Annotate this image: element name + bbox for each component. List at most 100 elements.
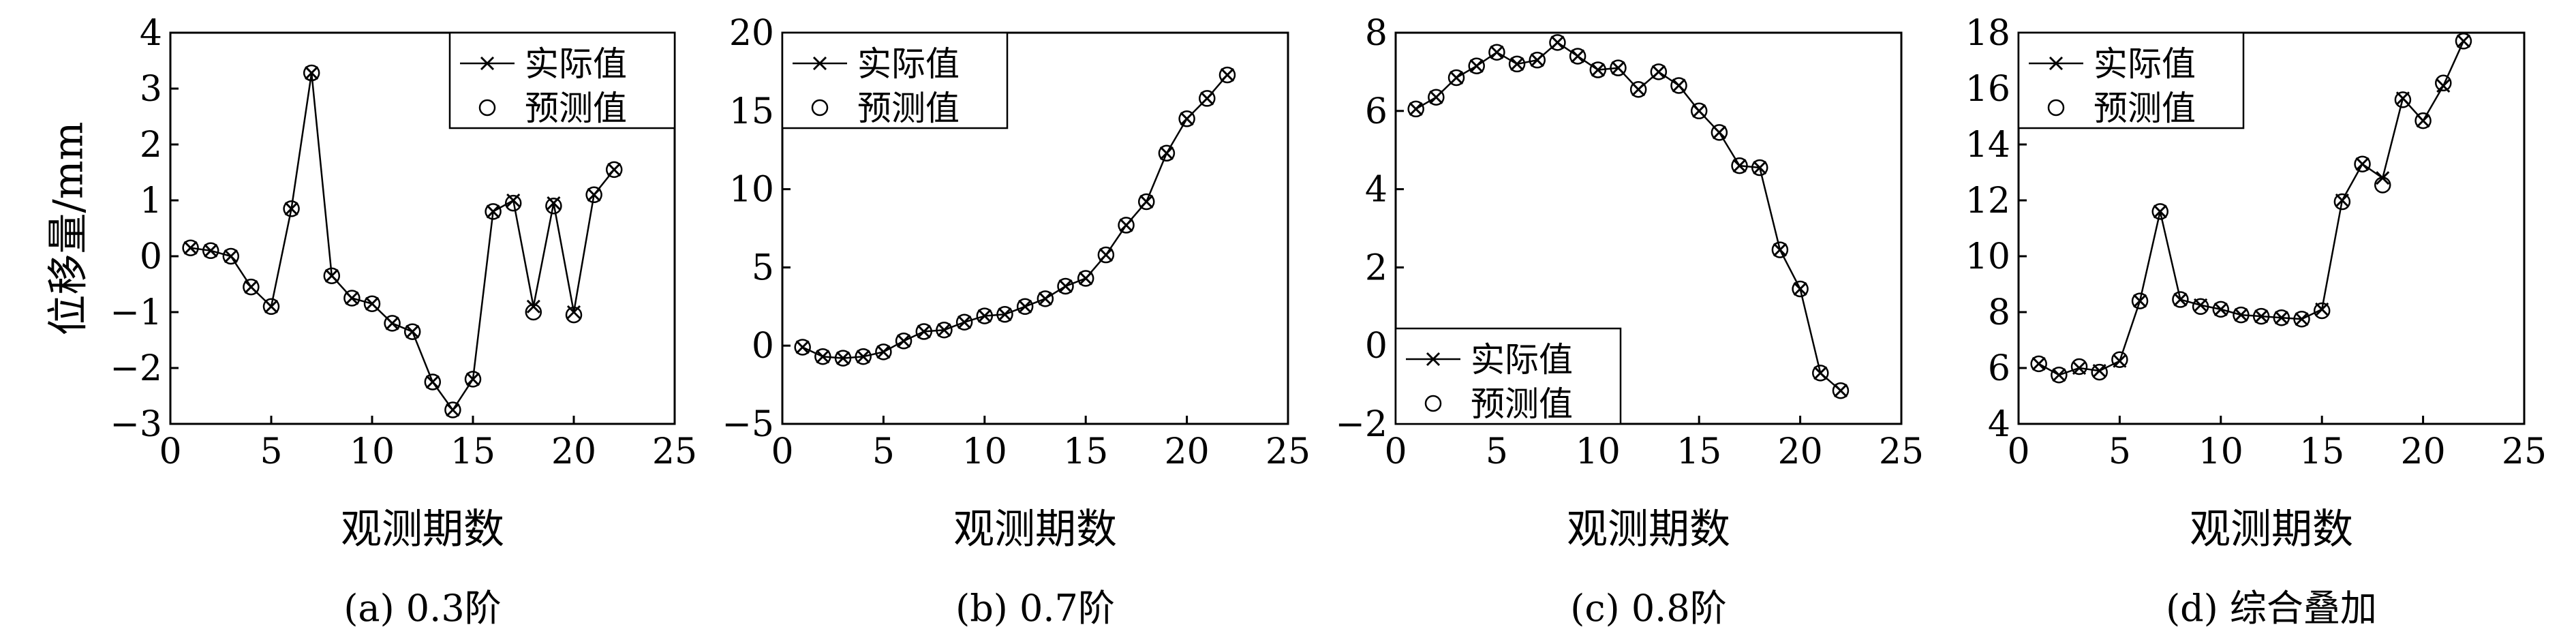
point-actual-b-21 [1220, 67, 1235, 82]
x-tick-label-c-3: 15 [1676, 431, 1721, 472]
point-predicted-c-0 [1407, 100, 1424, 118]
y-tick-label-a-1: −2 [110, 348, 162, 389]
point-actual-b-4 [876, 345, 891, 359]
point-predicted-a-20 [585, 186, 602, 204]
y-tick-label-b-3: 10 [729, 170, 774, 211]
point-predicted-d-10 [2233, 306, 2250, 324]
point-actual-c-18 [1773, 243, 1787, 257]
point-predicted-c-8 [1569, 48, 1586, 65]
point-predicted-d-19 [2414, 112, 2432, 129]
point-predicted-d-0 [2030, 355, 2047, 373]
point-predicted-c-5 [1508, 55, 1526, 73]
point-actual-d-21 [2456, 34, 2471, 48]
point-predicted-d-17 [2374, 177, 2391, 194]
point-predicted-b-14 [1077, 270, 1094, 287]
point-actual-b-13 [1058, 279, 1073, 294]
point-actual-a-13 [446, 403, 460, 417]
legend-box-c [1394, 327, 1622, 425]
x-tick-label-d-4: 20 [2401, 431, 2446, 472]
point-predicted-b-6 [915, 323, 933, 340]
point-predicted-a-4 [262, 298, 280, 316]
point-predicted-b-21 [1218, 66, 1236, 84]
point-predicted-c-6 [1529, 51, 1546, 69]
x-tick-label-a-2: 10 [350, 431, 395, 472]
point-predicted-b-5 [895, 333, 913, 350]
point-predicted-a-2 [222, 247, 240, 265]
y-tick-label-d-6: 16 [1965, 69, 2010, 110]
panel-caption-c: (c) 0.8阶 [1570, 587, 1727, 630]
point-predicted-c-9 [1589, 61, 1607, 78]
y-tick-label-b-5: 20 [729, 13, 774, 54]
point-predicted-b-18 [1158, 144, 1176, 162]
point-actual-b-9 [977, 309, 992, 323]
x-axis-label-c: 观测期数 [1567, 506, 1730, 553]
x-tick-label-b-4: 20 [1165, 431, 1210, 472]
point-predicted-a-3 [243, 278, 260, 296]
point-predicted-c-7 [1549, 34, 1566, 51]
point-actual-a-11 [405, 324, 420, 339]
point-predicted-b-7 [936, 321, 953, 339]
point-predicted-b-1 [814, 348, 831, 365]
point-actual-c-13 [1672, 78, 1686, 93]
point-predicted-c-2 [1447, 69, 1465, 87]
point-predicted-a-11 [403, 323, 421, 340]
y-tick-label-d-7: 18 [1965, 13, 2010, 54]
series-line-a-0 [190, 72, 615, 412]
y-tick-label-b-2: 5 [752, 247, 774, 288]
x-tick-label-b-5: 25 [1266, 431, 1310, 472]
legend-box-a [448, 31, 676, 129]
point-predicted-b-0 [794, 339, 811, 356]
x-tick-label-d-1: 5 [2109, 431, 2131, 472]
point-predicted-d-12 [2273, 309, 2290, 326]
point-predicted-b-8 [955, 313, 973, 331]
point-actual-a-9 [365, 296, 380, 311]
series-line-d-0 [2038, 40, 2465, 376]
point-actual-c-12 [1651, 65, 1666, 79]
legend-label-actual-d: 实际值 [2094, 44, 2196, 84]
point-predicted-d-11 [2252, 307, 2270, 325]
point-predicted-a-18 [545, 197, 562, 215]
y-tick-label-b-0: −5 [722, 404, 774, 445]
point-actual-c-16 [1732, 159, 1747, 173]
point-predicted-a-12 [424, 373, 442, 390]
x-tick-label-c-2: 10 [1576, 431, 1621, 472]
point-actual-c-7 [1550, 35, 1565, 50]
x-tick-label-a-1: 5 [260, 431, 282, 472]
y-tick-label-c-2: 2 [1365, 247, 1387, 288]
x-tick-label-c-4: 20 [1778, 431, 1823, 472]
y-tick-label-d-3: 10 [1965, 236, 2010, 277]
point-predicted-a-9 [363, 295, 381, 312]
point-actual-c-21 [1833, 384, 1848, 398]
point-actual-b-17 [1139, 194, 1154, 209]
x-tick-label-d-5: 25 [2502, 431, 2547, 472]
point-predicted-c-1 [1428, 89, 1445, 106]
point-predicted-a-17 [525, 303, 542, 321]
x-tick-label-b-2: 10 [962, 431, 1007, 472]
legend-marker-predicted-d [2047, 99, 2065, 117]
point-predicted-a-10 [384, 315, 401, 332]
legend-marker-actual-b [812, 56, 827, 71]
point-actual-d-12 [2274, 311, 2288, 325]
y-tick-label-a-5: 2 [140, 125, 162, 166]
y-tick-label-b-1: 0 [752, 326, 774, 367]
point-predicted-c-11 [1629, 80, 1647, 98]
point-predicted-b-9 [976, 307, 994, 324]
point-predicted-c-10 [1610, 59, 1627, 76]
point-predicted-a-0 [182, 239, 199, 256]
y-tick-label-c-3: 4 [1365, 170, 1387, 211]
point-predicted-b-13 [1057, 277, 1074, 295]
point-predicted-d-5 [2131, 292, 2149, 309]
legend-label-predicted-c: 预测值 [1471, 384, 1573, 424]
x-axis-label-b: 观测期数 [953, 506, 1117, 553]
point-actual-a-8 [345, 291, 359, 305]
x-tick-label-a-0: 0 [159, 431, 181, 472]
point-predicted-d-2 [2070, 358, 2088, 375]
panel-caption-b: (b) 0.7阶 [955, 587, 1115, 630]
point-predicted-d-14 [2313, 302, 2331, 320]
point-actual-a-2 [224, 249, 238, 264]
point-actual-a-17 [526, 299, 540, 313]
point-predicted-b-10 [996, 306, 1013, 323]
legend-marker-actual-a [480, 56, 495, 71]
